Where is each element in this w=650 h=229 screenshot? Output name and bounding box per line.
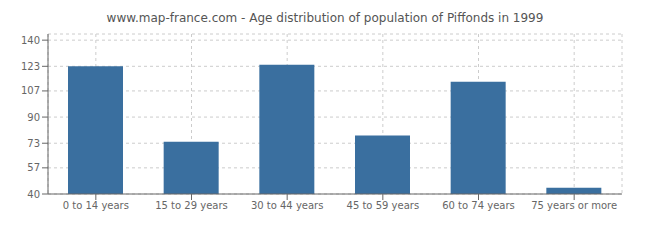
svg-text:15 to 29 years: 15 to 29 years: [155, 200, 228, 211]
svg-text:30 to 44 years: 30 to 44 years: [251, 200, 324, 211]
svg-text:140: 140: [21, 35, 40, 46]
svg-text:90: 90: [27, 112, 40, 123]
svg-text:73: 73: [27, 138, 40, 149]
svg-text:75 years or more: 75 years or more: [531, 200, 617, 211]
svg-text:57: 57: [27, 162, 40, 173]
svg-text:123: 123: [21, 61, 40, 72]
svg-text:0 to 14 years: 0 to 14 years: [63, 200, 129, 211]
svg-text:45 to 59 years: 45 to 59 years: [347, 200, 420, 211]
svg-text:60 to 74 years: 60 to 74 years: [442, 200, 515, 211]
svg-text:107: 107: [21, 85, 40, 96]
svg-text:40: 40: [27, 189, 40, 200]
html-text:www.map-france.com - Age distr: www.map-france.com - Age distribution of…: [106, 11, 544, 25]
